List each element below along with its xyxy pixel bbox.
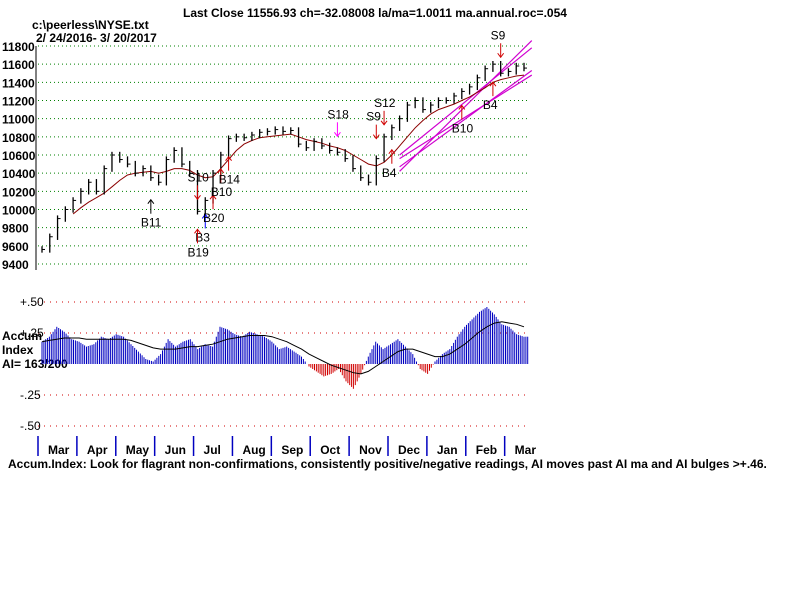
accum-label-1: Accum [2, 329, 42, 343]
channel-line [399, 74, 533, 160]
signal-arrow-head [388, 148, 396, 155]
signal-label: S9 [366, 110, 381, 124]
signal-arrow-head [372, 134, 380, 140]
channel-line [399, 70, 533, 168]
price-ytick-label: 11600 [2, 58, 35, 72]
price-ytick-label: 10000 [2, 204, 36, 218]
signal-arrow-head [458, 104, 466, 110]
accum-ma-line [41, 321, 525, 375]
signal-arrow-head [194, 228, 201, 234]
accum-ytick-label: +.50 [20, 295, 44, 309]
signal-arrow-head [217, 168, 225, 174]
price-ytick-label: 9400 [2, 258, 29, 272]
signal-label: B4 [483, 98, 498, 112]
signal-label: B19 [187, 245, 209, 259]
signal-label: B20 [203, 211, 225, 225]
month-label: Apr [87, 443, 108, 457]
price-yticks: 11800 11600 11400 11200 11000 10800 10600 10400… [2, 40, 36, 272]
signal-label: B10 [211, 185, 233, 199]
signal-arrow-head [194, 195, 201, 201]
signal-arrow-head [147, 198, 155, 205]
price-ytick-label: 10400 [2, 167, 36, 181]
month-label: Dec [398, 443, 420, 457]
accum-label-3: AI= 163/200 [2, 357, 68, 371]
channel-line [399, 40, 533, 172]
month-label: Jul [204, 443, 221, 457]
accum-ma-path [41, 321, 525, 375]
signal-label: B4 [382, 166, 397, 180]
month-label: Feb [476, 443, 497, 457]
price-ytick-label: 9600 [2, 240, 29, 254]
signal-label: B10 [452, 121, 474, 135]
price-grid [35, 45, 528, 270]
accum-bars [41, 307, 529, 389]
signal-label: S10 [187, 170, 209, 184]
accum-grid [38, 301, 528, 427]
signal-label: B3 [195, 230, 210, 244]
signal-label: B14 [219, 173, 241, 187]
signal-label: B11 [141, 216, 162, 230]
month-axis: Mar Apr May Jun Jul Aug Sep Oct Nov Dec Jan Feb Mar [37, 436, 537, 457]
price-ytick-label: 11400 [2, 76, 35, 90]
month-label: May [126, 443, 150, 457]
accum-yticks: +.50 +.25 -.25 -.50 [20, 295, 44, 433]
price-ytick-label: 9800 [2, 222, 29, 236]
price-ytick-label: 11000 [2, 113, 35, 127]
month-label: Nov [359, 443, 382, 457]
accum-ytick-label: +.25 [20, 326, 44, 340]
chart-title: Last Close 11556.93 ch=-32.08008 la/ma=1… [183, 6, 567, 20]
accum-label-2: Index [2, 343, 34, 357]
price-ytick-label: 11800 [2, 40, 35, 54]
month-label: Mar [515, 443, 537, 457]
month-label: Oct [320, 443, 340, 457]
accum-ytick-label: -.25 [20, 388, 41, 402]
price-ytick-label: 10800 [2, 131, 36, 145]
month-label: Aug [242, 443, 265, 457]
date-range-label: 2/ 24/2016- 3/ 20/2017 [36, 31, 157, 45]
footer-note: Accum.Index: Look for flagrant non-confi… [8, 457, 767, 471]
price-bars [41, 60, 527, 253]
signal-arrow-head [334, 131, 341, 138]
price-ytick-label: 10600 [2, 149, 36, 163]
price-ytick-label: 11200 [2, 95, 35, 109]
accum-ytick-label: -.50 [20, 419, 41, 433]
signal-label: S9 [491, 28, 506, 42]
month-label: Mar [48, 443, 70, 457]
price-ytick-label: 10200 [2, 185, 36, 199]
signal-arrow-head [497, 52, 505, 59]
signal-arrow-head [489, 81, 497, 87]
month-label: Sep [281, 443, 303, 457]
channel-line [399, 47, 533, 156]
channel-lines [399, 40, 533, 172]
signal-arrow-head [225, 155, 232, 161]
signal-label: S12 [374, 96, 396, 110]
file-label: c:\peerless\NYSE.txt [32, 18, 149, 32]
month-label: Jan [437, 443, 458, 457]
signal-arrow-head [209, 194, 217, 200]
signal-arrow-head [380, 120, 388, 126]
signal-arrow-head [201, 213, 209, 219]
month-label: Jun [165, 443, 186, 457]
signal-label: S18 [327, 107, 349, 121]
